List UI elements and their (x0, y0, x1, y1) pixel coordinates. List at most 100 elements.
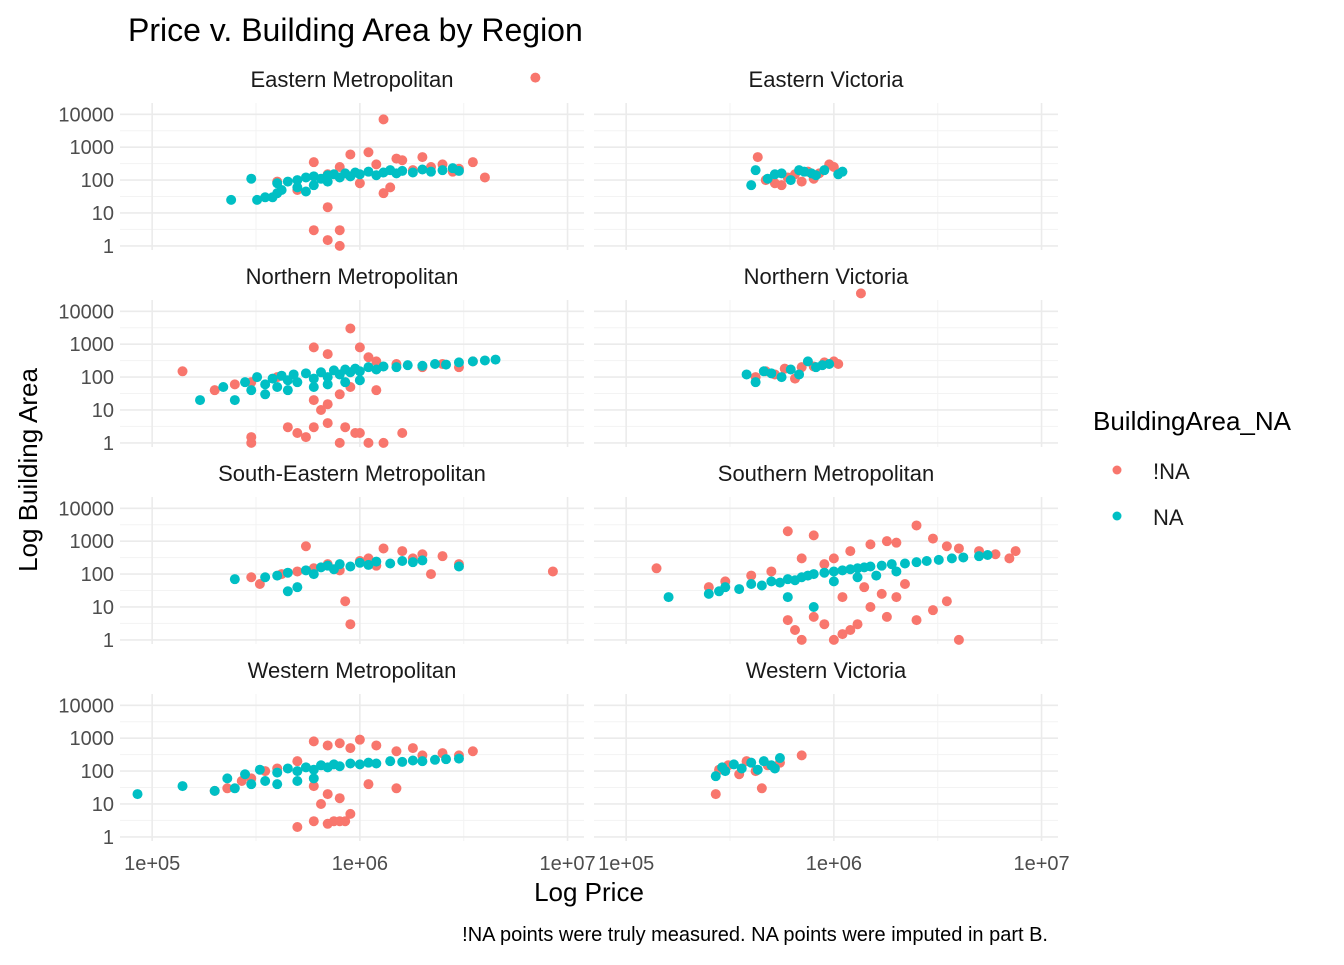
data-point (177, 781, 188, 792)
data-point (946, 553, 957, 564)
data-point (385, 558, 396, 569)
data-point (308, 422, 319, 433)
data-point (750, 377, 761, 388)
data-point (345, 619, 356, 630)
legend-title: BuildingArea_NA (1093, 406, 1292, 436)
data-point (808, 530, 819, 541)
data-point (785, 175, 796, 186)
data-point (288, 369, 299, 380)
facet-northern-victoria: Northern Victoria (594, 264, 1058, 447)
data-point (308, 180, 319, 191)
data-point (766, 576, 777, 587)
x-tick-label: 1e+07 (539, 853, 595, 875)
data-point (766, 368, 777, 379)
data-point (378, 361, 389, 372)
data-point (308, 373, 319, 384)
data-point (990, 549, 1001, 560)
data-point (828, 576, 839, 587)
data-point (272, 570, 283, 581)
y-tick-label: 10 (92, 597, 114, 619)
x-axis-title: Log Price (534, 877, 644, 907)
data-point (300, 541, 311, 552)
legend: BuildingArea_NA !NA NA (1093, 406, 1292, 530)
data-point (345, 149, 356, 160)
data-point (782, 592, 793, 603)
data-point (855, 288, 866, 299)
data-point (824, 358, 835, 369)
data-point (385, 756, 396, 767)
data-point (865, 539, 876, 550)
data-point (958, 552, 969, 563)
data-point (195, 395, 206, 406)
data-point (911, 615, 922, 626)
data-point (852, 619, 863, 630)
y-axis-title: Log Building Area (13, 368, 43, 572)
data-point (746, 570, 757, 581)
data-point (354, 169, 365, 180)
data-point (345, 743, 356, 754)
data-point (881, 536, 892, 547)
x-tick-label: 1e+05 (598, 853, 654, 875)
data-point (378, 543, 389, 554)
data-point (322, 740, 333, 751)
data-point (340, 377, 351, 388)
data-point (746, 757, 757, 768)
data-point (292, 775, 303, 786)
data-point (437, 551, 448, 562)
data-point (397, 427, 408, 438)
data-point (385, 182, 396, 193)
data-point (891, 566, 902, 577)
data-point (911, 557, 922, 568)
data-point (417, 360, 428, 371)
data-point (453, 753, 464, 764)
data-point (808, 601, 819, 612)
data-point (530, 72, 541, 83)
data-point (322, 235, 333, 246)
data-point (782, 615, 793, 626)
data-point (371, 159, 382, 170)
series-measured (272, 72, 541, 251)
data-point (865, 561, 876, 572)
data-point (267, 373, 278, 384)
data-point (229, 395, 240, 406)
data-point (222, 783, 233, 794)
data-point (467, 157, 478, 168)
data-point (282, 586, 293, 597)
data-point (663, 592, 674, 603)
data-point (982, 550, 993, 561)
y-tick-label: 1 (103, 630, 114, 652)
x-tick-label: 1e+05 (124, 853, 180, 875)
data-point (363, 559, 374, 570)
data-point (371, 356, 382, 367)
data-point (300, 186, 311, 197)
data-point (371, 740, 382, 751)
data-point (222, 773, 233, 784)
data-point (308, 157, 319, 168)
data-point (953, 543, 964, 554)
data-point (345, 808, 356, 819)
data-point (710, 771, 721, 782)
data-point (710, 789, 721, 800)
data-point (240, 769, 251, 780)
data-point (260, 389, 271, 400)
data-point (363, 779, 374, 790)
data-point (371, 556, 382, 567)
y-tick-label: 1000 (70, 334, 115, 356)
series-imputed (741, 356, 835, 388)
data-point (371, 385, 382, 396)
data-point (132, 789, 143, 800)
data-point (322, 176, 333, 187)
data-point (308, 816, 319, 827)
data-point (345, 561, 356, 572)
series-imputed (195, 354, 501, 406)
data-point (267, 192, 278, 203)
facet-south-eastern-metropolitan: South-Eastern Metropolitan 1 10 100 1000 1000… (58, 461, 584, 652)
data-point (752, 764, 763, 775)
data-point (397, 155, 408, 166)
data-point (776, 372, 787, 383)
data-point (334, 225, 345, 236)
data-point (254, 764, 265, 775)
data-point (837, 166, 848, 177)
facet-strip-label: Western Metropolitan (248, 658, 457, 683)
data-point (378, 188, 389, 199)
